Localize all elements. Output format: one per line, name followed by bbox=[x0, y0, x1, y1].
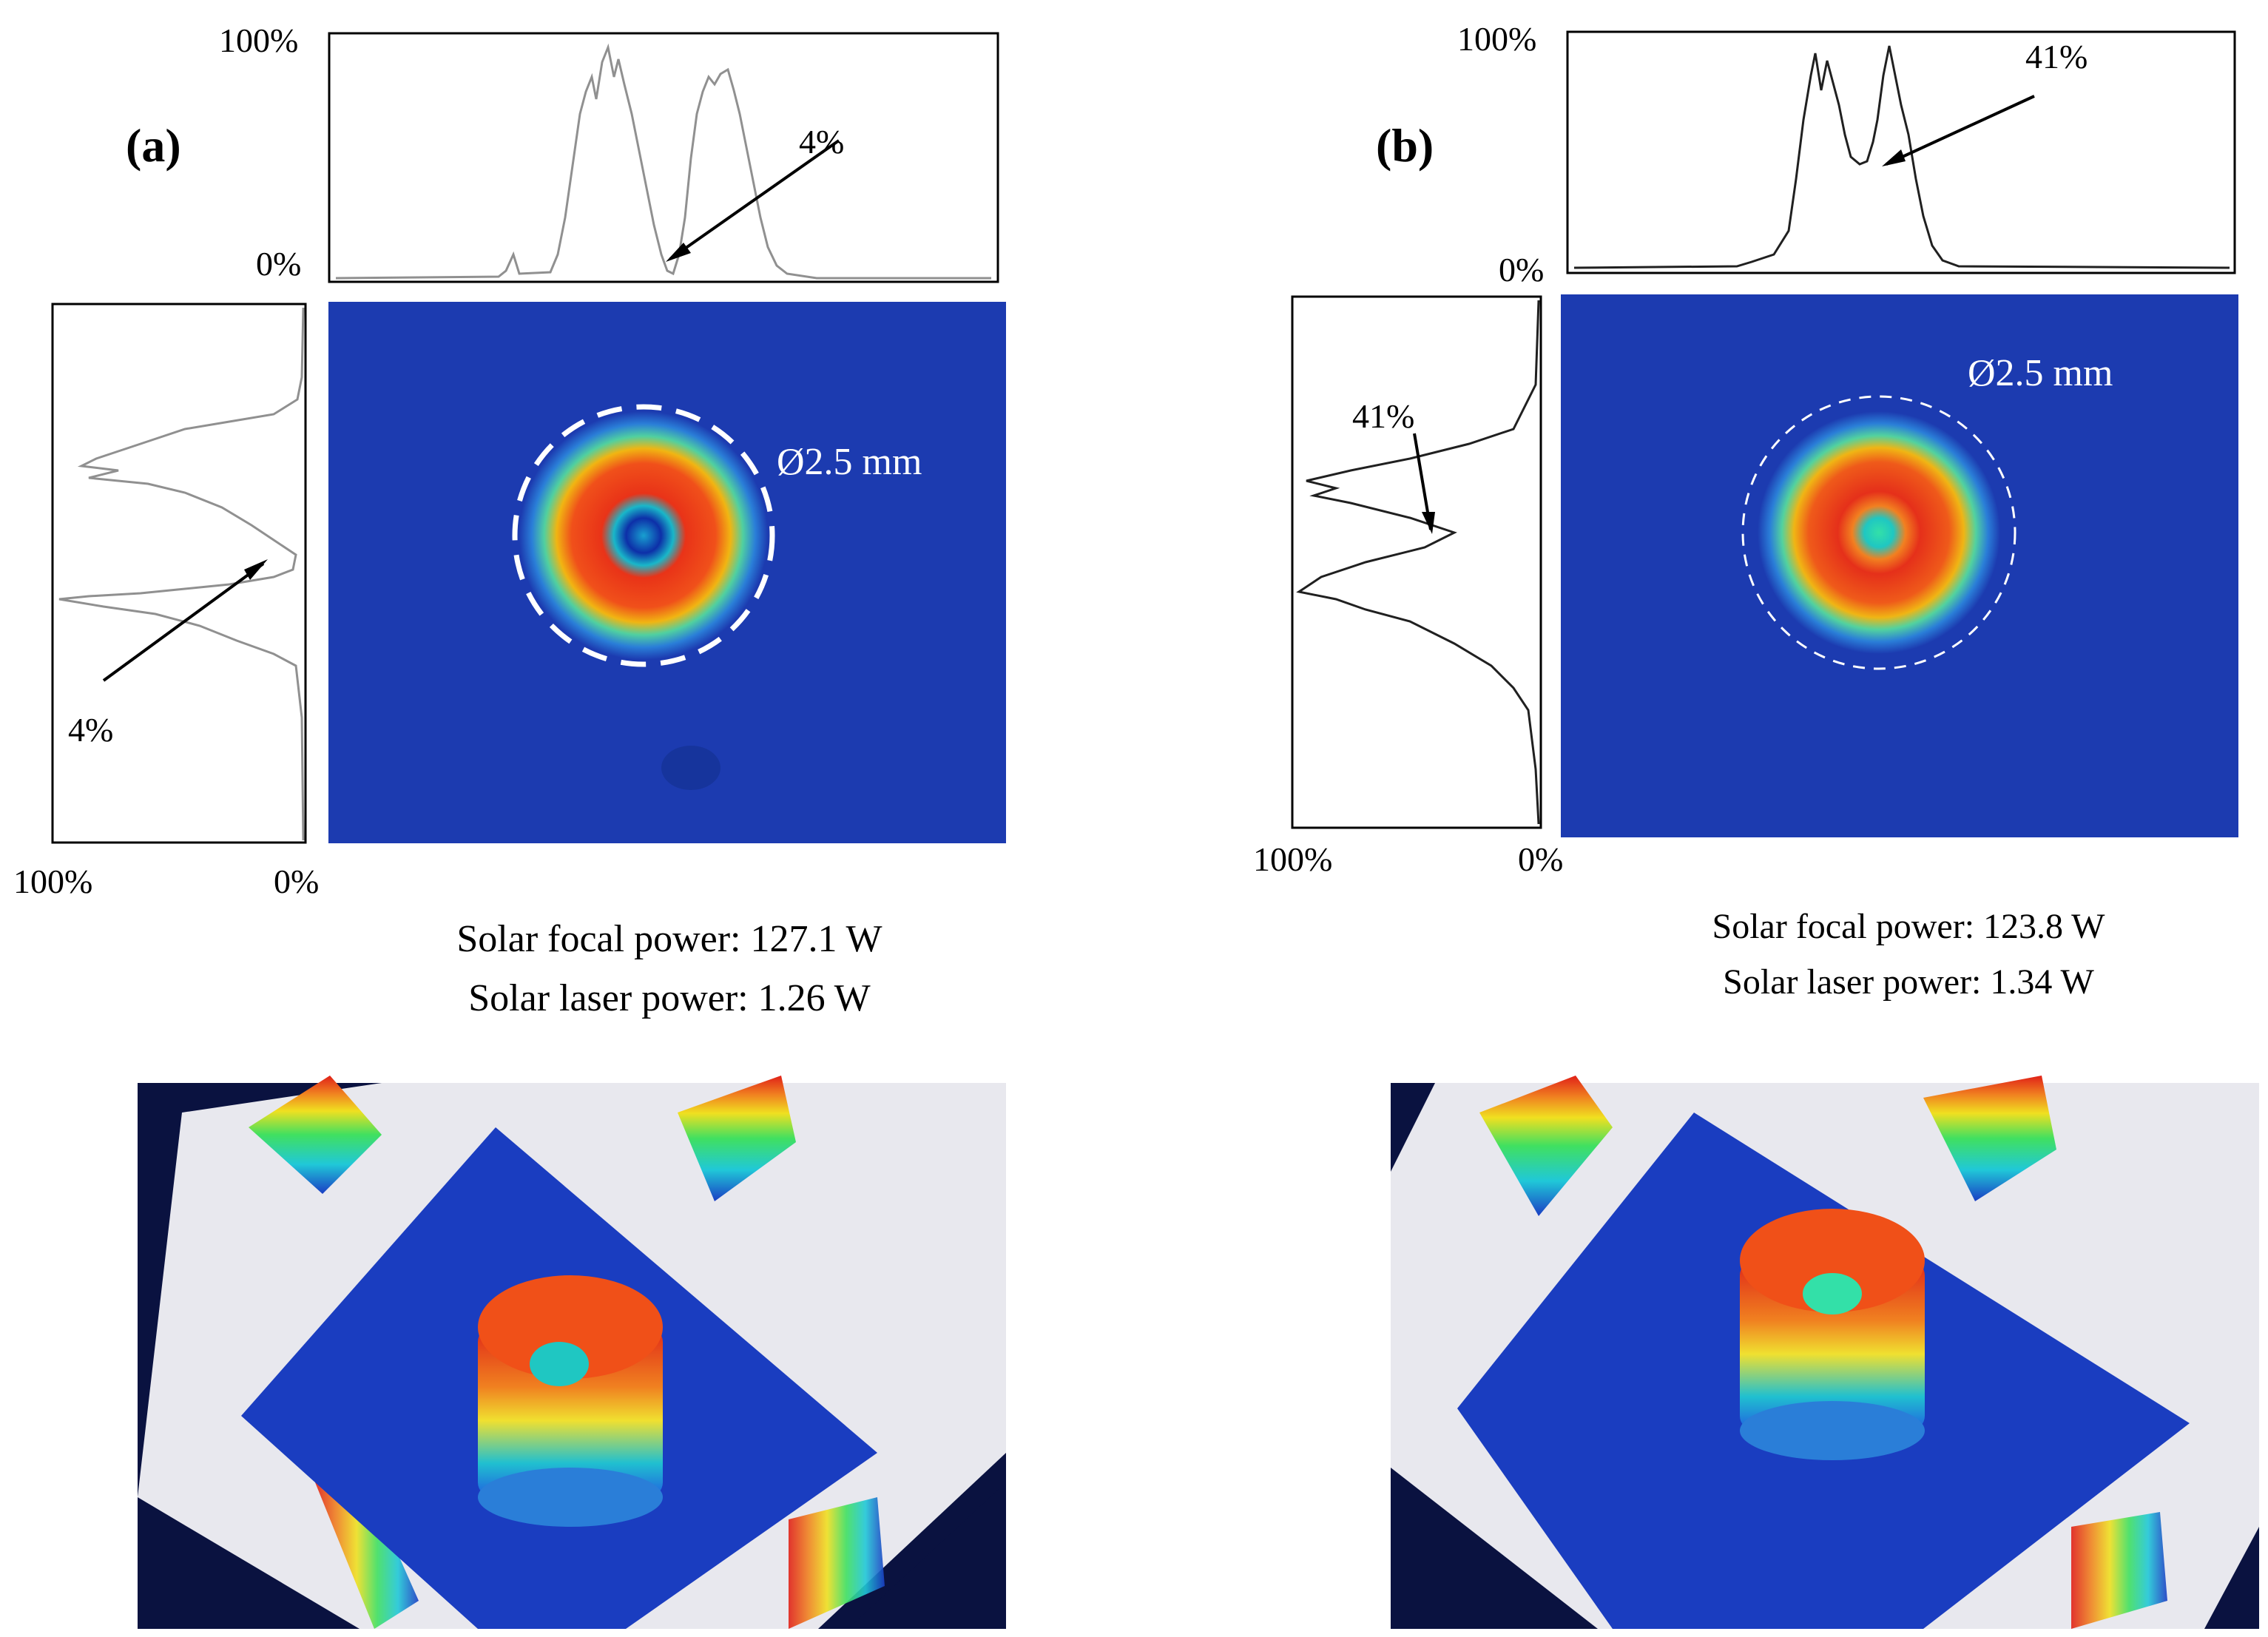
top-profile-min-label-a: 0% bbox=[256, 245, 302, 283]
surface-plot-b bbox=[1391, 1076, 2259, 1629]
arrow-head-b-left bbox=[1422, 512, 1435, 534]
surface-plot-a bbox=[138, 1076, 1006, 1629]
intensity-map-b bbox=[1561, 294, 2238, 837]
left-profile-max-label-b: 100% bbox=[1253, 840, 1333, 878]
left-profile-plot-b bbox=[1291, 295, 1542, 829]
beam-profile-b bbox=[1758, 411, 2000, 654]
arrow-line-b-top bbox=[1886, 95, 2035, 166]
beam-profile-a bbox=[519, 411, 768, 660]
panel-label-b: (b) bbox=[1376, 119, 1434, 172]
side-profile-b-2 bbox=[1923, 1076, 2056, 1201]
laser-power-a: Solar laser power: 1.26 W bbox=[468, 977, 871, 1019]
side-profile-b-1 bbox=[1479, 1076, 1613, 1216]
side-profile-b-4 bbox=[2071, 1512, 2167, 1629]
top-profile-max-label-a: 100% bbox=[219, 21, 299, 59]
panel-label-a: (a) bbox=[126, 119, 181, 172]
left-profile-max-label-a: 100% bbox=[13, 863, 93, 900]
side-profile-a-1 bbox=[249, 1076, 382, 1194]
diameter-circle-a bbox=[512, 404, 775, 667]
left-profile-plot-a bbox=[51, 303, 307, 844]
dip-annotation-top-a: 4% bbox=[799, 123, 845, 161]
focal-power-b: Solar focal power: 123.8 W bbox=[1712, 907, 2105, 946]
dip-annotation-top-b: 41% bbox=[2025, 38, 2088, 75]
arrow-line-a-left bbox=[102, 562, 265, 682]
diameter-circle-b bbox=[1741, 395, 2016, 670]
dip-annotation-left-a: 4% bbox=[68, 711, 114, 749]
dip-annotation-left-b: 41% bbox=[1352, 397, 1415, 435]
side-profile-a-4 bbox=[789, 1497, 885, 1629]
laser-power-b: Solar laser power: 1.34 W bbox=[1723, 962, 2094, 1002]
side-profile-a-2 bbox=[678, 1076, 796, 1201]
left-profile-min-label-b: 0% bbox=[1518, 840, 1564, 878]
side-profile-a-3 bbox=[315, 1468, 419, 1629]
top-profile-max-label-b: 100% bbox=[1457, 20, 1537, 58]
diameter-label-b: Ø2.5 mm bbox=[1968, 352, 2113, 394]
focal-power-a: Solar focal power: 127.1 W bbox=[456, 918, 882, 960]
arrow-head-a-left bbox=[244, 559, 268, 580]
left-profile-min-label-a: 0% bbox=[274, 863, 320, 900]
top-profile-plot-a bbox=[328, 32, 999, 283]
intensity-map-a bbox=[328, 302, 1006, 843]
arrow-head-a-top bbox=[666, 243, 691, 262]
diameter-label-a: Ø2.5 mm bbox=[777, 441, 922, 483]
arrow-head-b-top bbox=[1882, 149, 1906, 166]
top-profile-min-label-b: 0% bbox=[1499, 251, 1545, 288]
top-profile-plot-b bbox=[1566, 30, 2236, 274]
arrow-line-a-top bbox=[669, 139, 840, 260]
